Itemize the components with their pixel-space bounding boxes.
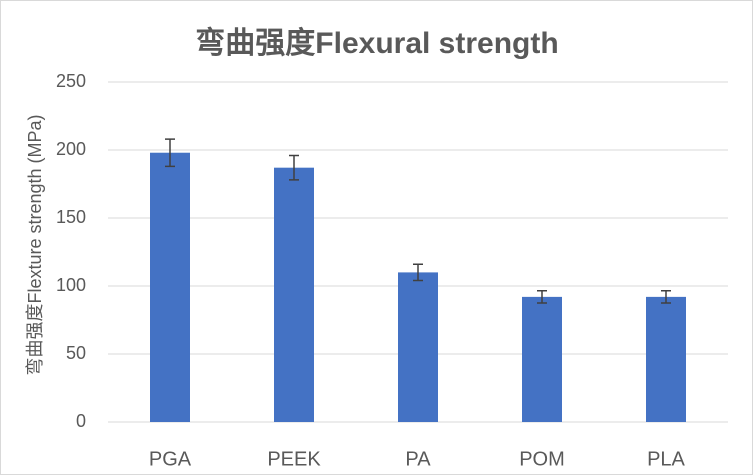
y-tick-label: 250 xyxy=(56,71,86,91)
bar xyxy=(274,167,314,422)
error-bar xyxy=(537,290,547,304)
y-tick-label: 200 xyxy=(56,139,86,159)
x-tick-label: PGA xyxy=(149,448,192,470)
error-bar xyxy=(413,263,423,282)
x-tick-label: POM xyxy=(519,448,565,470)
error-bar xyxy=(289,154,299,181)
bar xyxy=(398,272,438,422)
y-tick-label: 100 xyxy=(56,275,86,295)
bar xyxy=(646,296,686,422)
y-axis-label: 弯曲强度Flexture strength (MPa) xyxy=(25,114,45,375)
chart-title: 弯曲强度Flexural strength xyxy=(195,26,558,60)
x-tick-label: PA xyxy=(405,448,431,470)
bar xyxy=(150,152,190,422)
y-tick-label: 150 xyxy=(56,207,86,227)
y-tick-label: 50 xyxy=(66,343,86,363)
error-bar xyxy=(661,290,671,304)
x-tick-label: PEEK xyxy=(267,448,321,470)
y-tick-label: 0 xyxy=(76,411,86,431)
error-bar xyxy=(165,138,175,168)
x-tick-label: PLA xyxy=(647,448,685,470)
bar xyxy=(522,296,562,422)
